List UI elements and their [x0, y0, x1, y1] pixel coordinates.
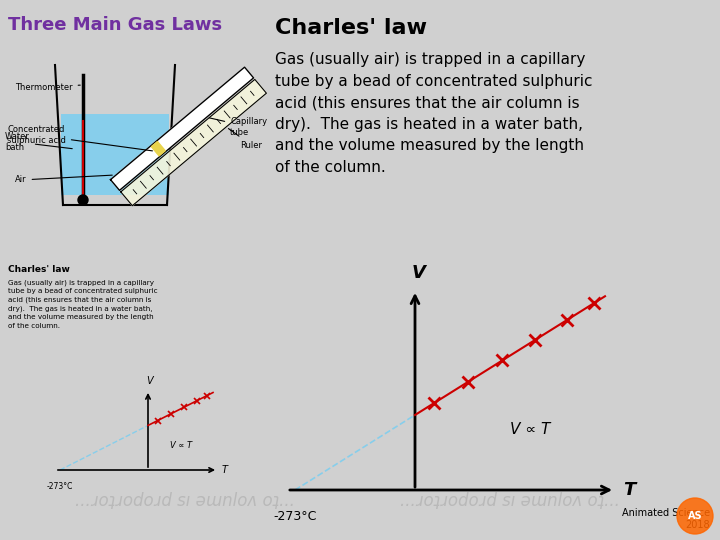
Polygon shape [61, 114, 169, 195]
Text: AS: AS [688, 511, 702, 521]
Text: Thermometer: Thermometer [15, 83, 80, 91]
Text: Water
bath: Water bath [5, 132, 72, 152]
Circle shape [677, 498, 713, 534]
Text: Capillary
tube: Capillary tube [210, 117, 267, 137]
Text: ...ɹoʇɹodoɹd sı ǝɯnloʌ oʇ...: ...ɹoʇɹodoɹd sı ǝɯnloʌ oʇ... [400, 492, 620, 510]
Text: Ruler: Ruler [228, 129, 262, 150]
Text: V ∝ T: V ∝ T [170, 441, 192, 449]
Text: Animated Science
2018: Animated Science 2018 [622, 508, 710, 530]
Text: -273°C: -273°C [47, 482, 73, 491]
Text: ...ɹoʇɹodoɹd sı ǝɯnloʌ oʇ...: ...ɹoʇɹodoɹd sı ǝɯnloʌ oʇ... [75, 492, 295, 510]
Text: T: T [222, 465, 228, 475]
Text: -273°C: -273°C [274, 510, 317, 523]
Text: Air: Air [15, 175, 112, 185]
Polygon shape [121, 79, 266, 206]
Text: Three Main Gas Laws: Three Main Gas Laws [8, 16, 222, 34]
Polygon shape [110, 67, 253, 191]
Text: Gas (usually air) is trapped in a capillary
tube by a bead of concentrated sulph: Gas (usually air) is trapped in a capill… [275, 52, 593, 175]
Text: Charles' law: Charles' law [8, 265, 70, 274]
Text: T: T [623, 481, 635, 499]
Polygon shape [151, 141, 165, 156]
Text: Concentrated
sulphuric acid: Concentrated sulphuric acid [7, 125, 153, 151]
Text: V: V [412, 264, 426, 282]
Text: Gas (usually air) is trapped in a capillary
tube by a bead of concentrated sulph: Gas (usually air) is trapped in a capill… [8, 279, 158, 329]
Text: V: V [147, 376, 153, 386]
Circle shape [78, 195, 88, 205]
Text: Charles' law: Charles' law [275, 18, 427, 38]
Text: V ∝ T: V ∝ T [510, 422, 550, 437]
